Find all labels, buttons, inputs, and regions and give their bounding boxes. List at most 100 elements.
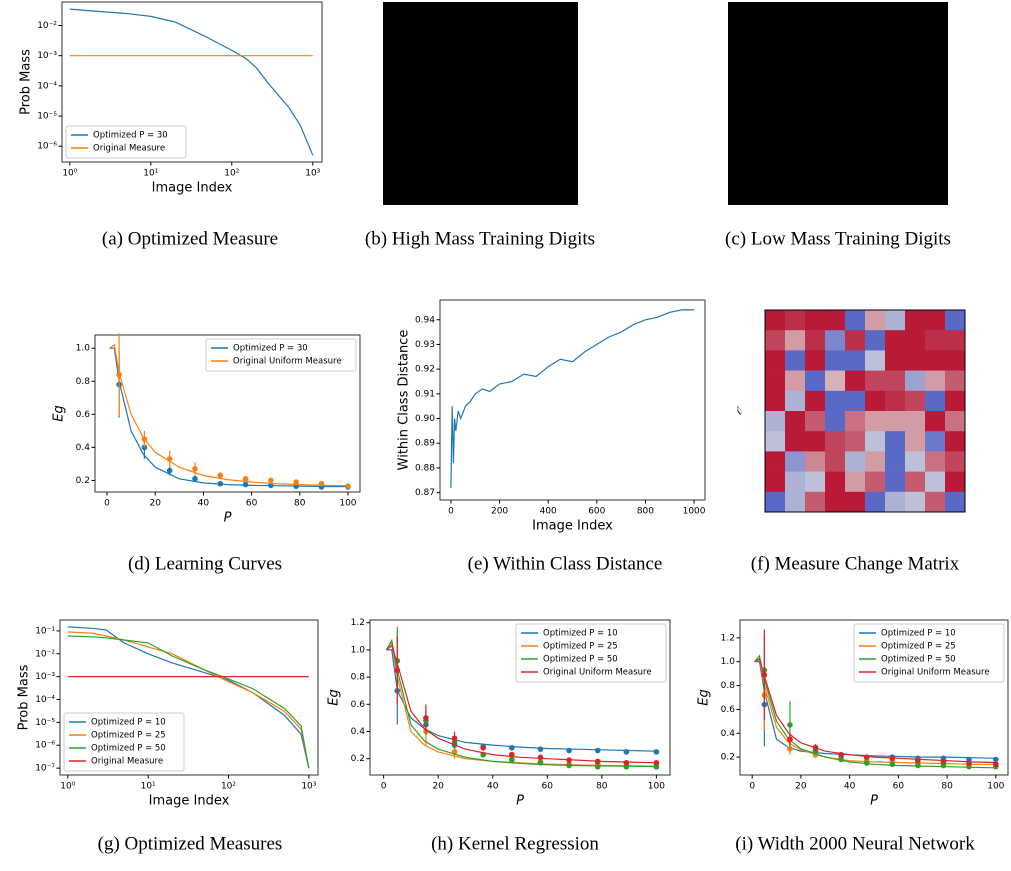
y-tick-label: 0.88 — [415, 463, 435, 473]
heat-cell — [925, 391, 945, 412]
digit: 8 — [854, 181, 859, 191]
digit: 9 — [817, 181, 822, 191]
digit: 8 — [927, 181, 932, 191]
data-point — [538, 746, 544, 752]
data-point — [595, 759, 601, 765]
digit: 9 — [891, 18, 896, 28]
y-tick-label: 0.6 — [76, 410, 91, 420]
digit: 9 — [781, 18, 786, 28]
data-point — [915, 758, 921, 764]
y-tick-label: 0.6 — [721, 705, 736, 715]
x-tick-label: 10⁰ — [62, 169, 77, 179]
heat-cell — [805, 451, 825, 472]
x-tick-label: 10¹ — [143, 169, 158, 179]
panel: 10⁰10¹10²10³10⁻⁷10⁻⁶10⁻⁵10⁻⁴10⁻³10⁻²10⁻¹… — [17, 620, 319, 809]
digit: 8 — [781, 181, 786, 191]
y-tick-label: 1.0 — [721, 657, 736, 667]
legend-label: Optimized P = 10 — [91, 718, 166, 728]
heat-cell — [805, 472, 825, 493]
heat-cell — [925, 411, 945, 432]
legend-label: Original Measure — [91, 757, 163, 767]
heat-cell — [905, 391, 925, 412]
data-point — [838, 757, 844, 763]
digit: 9 — [927, 18, 932, 28]
x-tick-label: 10² — [224, 169, 239, 179]
x-tick-label: 100 — [987, 782, 1004, 792]
heat-cell — [905, 330, 925, 351]
x-tick-label: 60 — [246, 499, 258, 509]
heat-cell — [865, 472, 885, 493]
x-axis-label: Image Index — [149, 794, 230, 809]
heat-cell — [845, 391, 865, 412]
panel: 0204060801000.20.40.60.81.0PEgOptimized … — [52, 333, 361, 525]
data-point — [624, 749, 630, 755]
x-tick-label: 0 — [381, 782, 387, 792]
heat-cell — [825, 350, 845, 371]
x-tick-label: 0 — [448, 507, 454, 517]
data-point — [319, 481, 325, 487]
y-axis-label: 𝒪′ — [734, 406, 746, 417]
x-axis-label: Image Index — [152, 181, 233, 196]
y-tick-label: 1.2 — [721, 633, 735, 643]
digit: 9 — [527, 18, 532, 28]
heat-cell — [925, 492, 945, 513]
y-tick-label: 0.8 — [76, 377, 91, 387]
x-tick-label: 80 — [596, 782, 608, 792]
x-tick-label: 0 — [104, 499, 110, 509]
data-point — [243, 482, 249, 488]
digit-image — [728, 2, 948, 205]
series-line — [451, 310, 694, 488]
y-tick-label: 10⁻⁷ — [35, 764, 55, 774]
x-axis-label: P — [224, 511, 232, 526]
x-tick-label: 60 — [542, 782, 554, 792]
data-point — [192, 466, 198, 472]
digit: 9 — [854, 140, 859, 150]
heat-cell — [825, 451, 845, 472]
x-tick-label: 40 — [198, 499, 210, 509]
heat-cell — [945, 472, 965, 493]
x-tick-label: 20 — [150, 499, 162, 509]
legend-label: Optimized P = 10 — [881, 629, 956, 639]
digit: 9 — [430, 140, 435, 150]
caption: (a) Optimized Measure — [102, 228, 278, 249]
y-tick-label: 0.2 — [721, 753, 735, 763]
caption: (b) High Mass Training Digits — [365, 228, 595, 249]
panel: 020040060080010000.870.880.890.900.910.9… — [397, 300, 706, 534]
heat-cell — [765, 350, 785, 371]
heat-cell — [785, 492, 805, 513]
plot-frame — [440, 300, 705, 500]
data-point — [864, 754, 870, 760]
heat-cell — [925, 451, 945, 472]
digit: 8 — [854, 100, 859, 110]
y-tick-label: 0.89 — [415, 439, 435, 449]
heat-cell — [885, 310, 905, 331]
caption: (d) Learning Curves — [128, 553, 282, 574]
digit: 9 — [527, 59, 532, 69]
data-point — [509, 745, 515, 751]
heat-cell — [785, 411, 805, 432]
x-tick-label: 10⁰ — [60, 782, 75, 792]
data-point — [654, 749, 660, 755]
digit: 9 — [560, 59, 565, 69]
y-tick-label: 10⁻⁶ — [35, 741, 55, 751]
y-tick-label: 0.90 — [415, 414, 435, 424]
x-axis-label: Image Index — [532, 519, 613, 534]
digit: 9 — [744, 59, 749, 69]
data-point — [889, 756, 895, 762]
heat-cell — [805, 431, 825, 452]
digit: 9 — [817, 140, 822, 150]
heat-cell — [925, 472, 945, 493]
heat-cell — [865, 330, 885, 351]
x-tick-label: 800 — [637, 507, 654, 517]
caption: (e) Within Class Distance — [468, 553, 663, 574]
digit: 9 — [744, 181, 749, 191]
heat-cell — [845, 330, 865, 351]
digit: 9 — [462, 18, 467, 28]
heat-cell — [945, 411, 965, 432]
heat-cell — [885, 391, 905, 412]
digit: 8 — [891, 100, 896, 110]
x-tick-label: 0 — [749, 782, 755, 792]
x-tick-label: 10¹ — [141, 782, 156, 792]
heat-cell — [825, 310, 845, 331]
digit: 8 — [397, 59, 402, 69]
